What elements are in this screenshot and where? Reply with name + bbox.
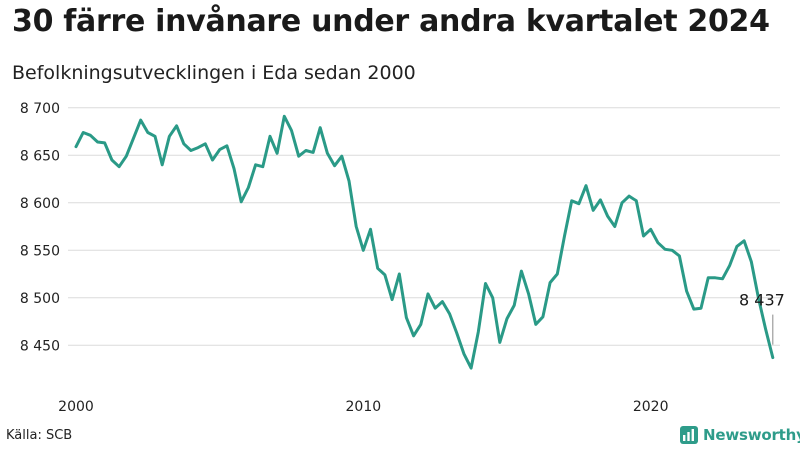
y-axis-ticks: 8 450 8 500 8 550 8 600 8 650 8 700 — [20, 101, 60, 355]
chart-subtitle: Befolkningsutvecklingen i Eda sedan 2000 — [12, 62, 416, 84]
annotations: 8 437 — [739, 291, 785, 345]
y-tick-label: 8 500 — [20, 291, 60, 307]
newsworthy-logo-icon — [680, 426, 698, 444]
grid-lines — [68, 107, 780, 346]
brand-name: Newsworthy — [703, 426, 800, 444]
y-tick-label: 8 450 — [20, 338, 60, 354]
y-tick-label: 8 700 — [20, 101, 60, 117]
x-tick-label: 2010 — [346, 399, 382, 415]
x-axis-ticks: 2000 2010 2020 — [58, 399, 668, 415]
series-line — [74, 114, 775, 370]
series-layer — [74, 114, 775, 370]
source-note: Källa: SCB — [6, 428, 73, 443]
brand-logo: Newsworthy — [680, 426, 800, 444]
chart-title: 30 färre invånare under andra kvartalet … — [12, 4, 770, 39]
x-tick-label: 2000 — [58, 399, 94, 415]
y-tick-label: 8 550 — [20, 243, 60, 259]
y-tick-label: 8 650 — [20, 148, 60, 164]
last-value-label: 8 437 — [739, 291, 785, 310]
y-tick-label: 8 600 — [20, 196, 60, 212]
x-tick-label: 2020 — [633, 399, 669, 415]
